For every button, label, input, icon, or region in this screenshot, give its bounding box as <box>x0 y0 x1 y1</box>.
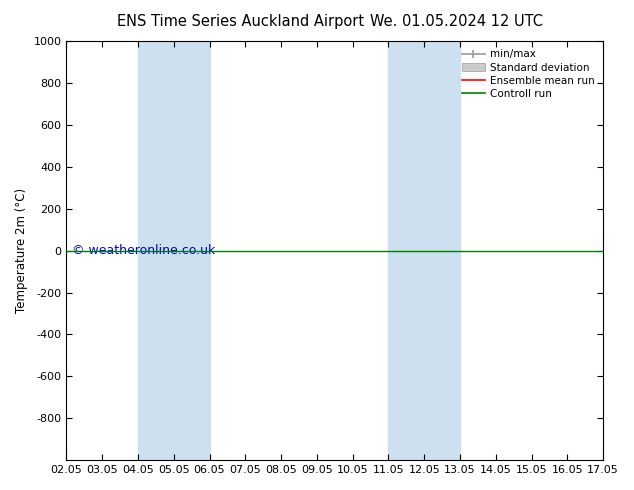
Bar <box>138 41 210 460</box>
Text: We. 01.05.2024 12 UTC: We. 01.05.2024 12 UTC <box>370 14 543 29</box>
Y-axis label: Temperature 2m (°C): Temperature 2m (°C) <box>15 188 28 313</box>
Text: © weatheronline.co.uk: © weatheronline.co.uk <box>72 245 215 257</box>
Legend: min/max, Standard deviation, Ensemble mean run, Controll run: min/max, Standard deviation, Ensemble me… <box>458 45 599 103</box>
Bar <box>389 41 460 460</box>
Text: ENS Time Series Auckland Airport: ENS Time Series Auckland Airport <box>117 14 365 29</box>
